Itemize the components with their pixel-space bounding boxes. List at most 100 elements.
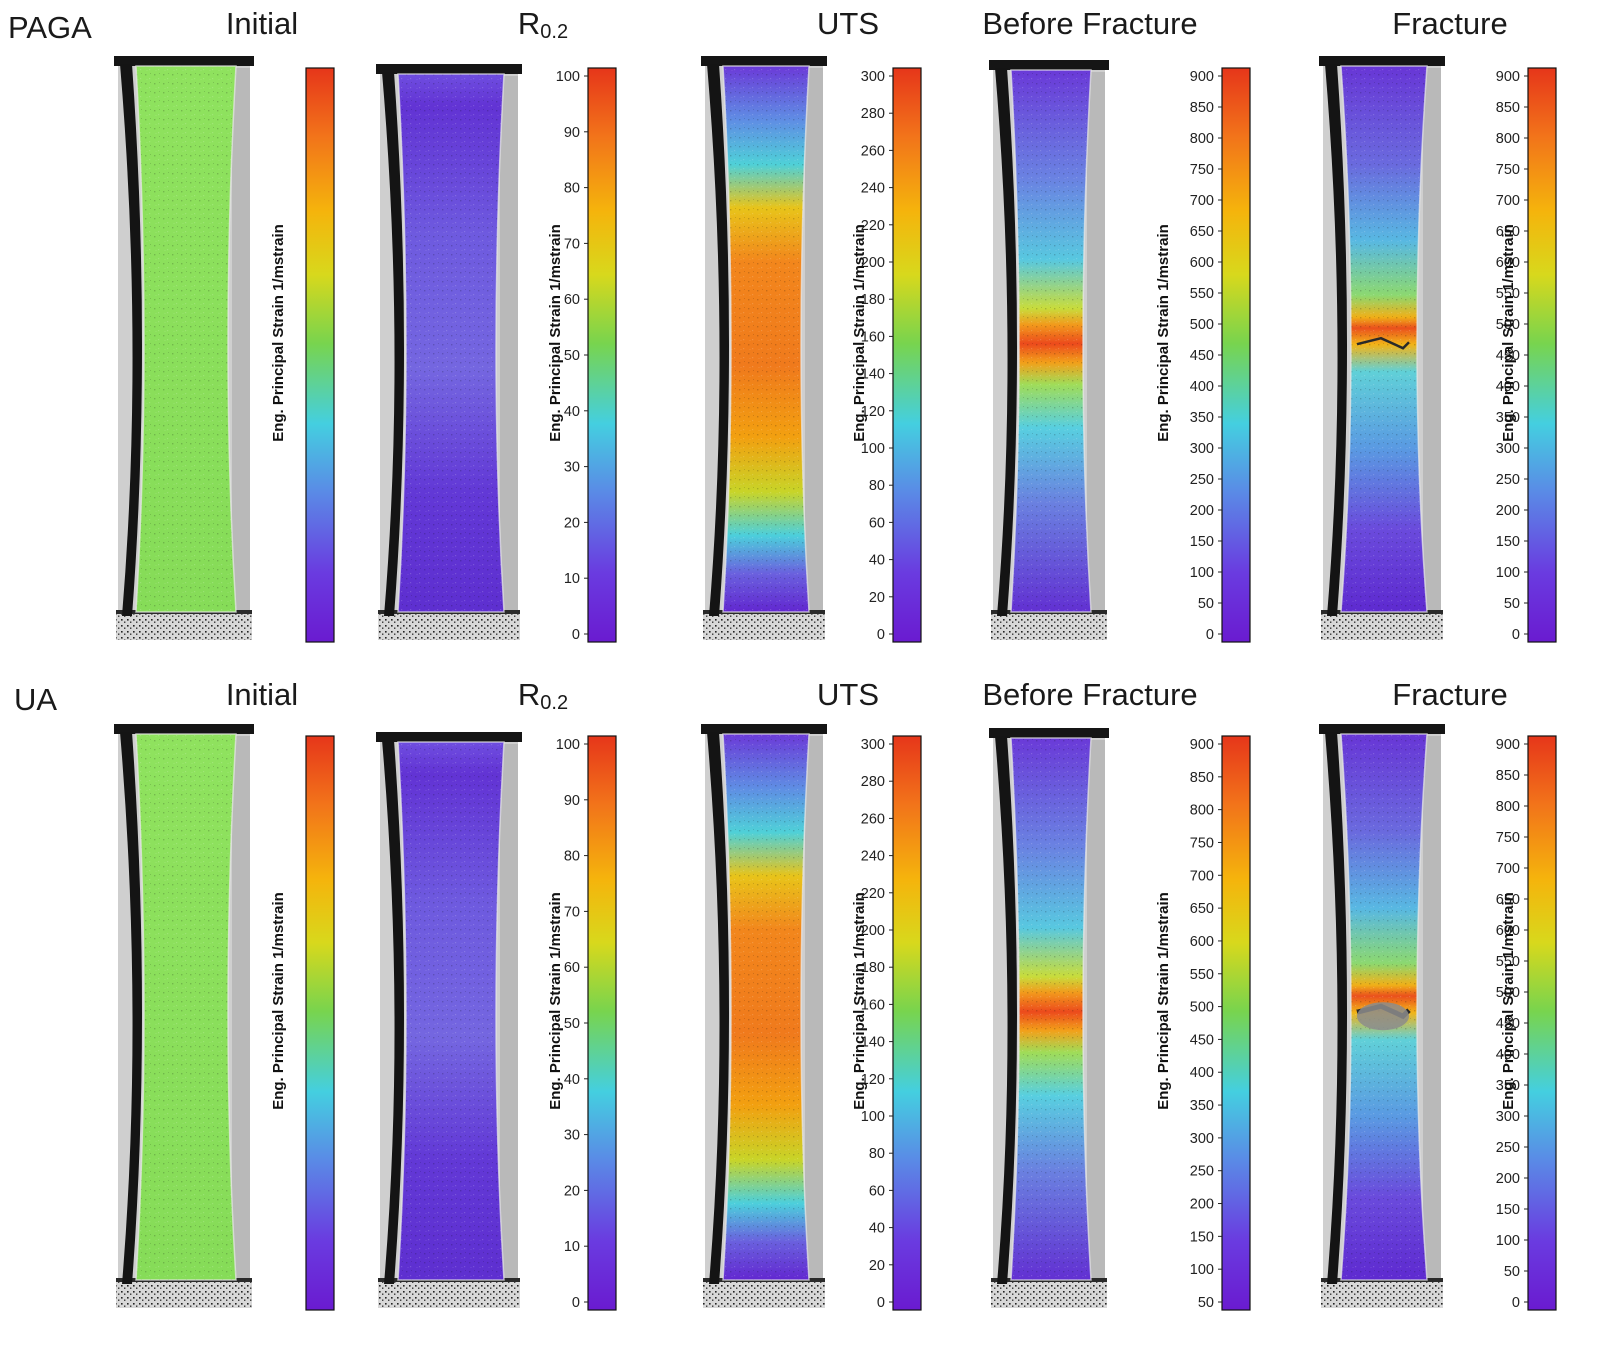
- row-label: PAGA: [8, 10, 92, 45]
- top-grip: [1319, 56, 1445, 66]
- colorbar-tick-label: 20: [564, 1183, 580, 1199]
- colorbar: [1527, 735, 1557, 1311]
- colorbar-tick-label: 30: [564, 1128, 580, 1144]
- colorbar-tick-label: 20: [869, 1258, 885, 1274]
- specimen-backdrop-shade: [805, 68, 823, 632]
- specimen-left-edge: [1325, 732, 1347, 1284]
- colorbar-tick-label: 200: [861, 255, 885, 271]
- specimen-backdrop-shade: [1087, 740, 1105, 1300]
- colorbar-tick-label: 220: [861, 218, 885, 234]
- top-grip: [376, 64, 522, 74]
- colorbar-tick-label: 70: [564, 904, 580, 920]
- specimen-outline: [397, 73, 505, 613]
- colorbar-tick-label: 60: [564, 292, 580, 308]
- colorbar-label: Eng. Principal Strain 1/mstrain: [547, 892, 564, 1110]
- colorbar-tick-label: 400: [1190, 1065, 1214, 1081]
- colorbar: [587, 67, 617, 643]
- panel-title: Initial: [226, 6, 298, 41]
- panel-title: Before Fracture: [982, 6, 1197, 41]
- colorbar-tick-label: 750: [1190, 162, 1214, 178]
- panel-title-main: Initial: [226, 677, 298, 712]
- colorbar-tick-label: 800: [1496, 131, 1520, 147]
- colorbar-label: Eng. Principal Strain 1/mstrain: [270, 892, 287, 1110]
- colorbar-tick-label: 200: [1496, 1171, 1520, 1187]
- colorbar-label: Eng. Principal Strain 1/mstrain: [1155, 224, 1172, 442]
- colorbar-tick-label: 0: [572, 1295, 580, 1311]
- panel-title-main: R: [518, 677, 540, 712]
- bottom-grip: [991, 1278, 1107, 1308]
- colorbar-tick-label: 250: [1496, 1140, 1520, 1156]
- colorbar-tick-label: 600: [1496, 255, 1520, 271]
- colorbar-tick-label: 150: [1190, 1229, 1214, 1245]
- colorbar-tick-label: 400: [1190, 379, 1214, 395]
- colorbar-tick-label: 700: [1190, 193, 1214, 209]
- colorbar-tick-label: 100: [1190, 1262, 1214, 1278]
- colorbar-tick-label: 50: [1198, 596, 1214, 612]
- colorbar-tick-label: 40: [564, 404, 580, 420]
- colorbar-tick-label: 100: [1190, 565, 1214, 581]
- colorbar-tick-label: 180: [861, 292, 885, 308]
- bottom-grip: [116, 610, 252, 640]
- panel-title: Before Fracture: [982, 677, 1197, 712]
- panel-title-main: Fracture: [1392, 6, 1507, 41]
- colorbar-tick-label: 140: [861, 1035, 885, 1051]
- panel-title-main: R: [518, 6, 540, 41]
- top-grip: [701, 56, 827, 66]
- colorbar-tick-label: 650: [1190, 901, 1214, 917]
- colorbar-tick-label: 100: [1496, 1233, 1520, 1249]
- colorbar-tick-label: 900: [1190, 737, 1214, 753]
- colorbar-tick-label: 650: [1496, 224, 1520, 240]
- colorbar-tick-label: 500: [1496, 317, 1520, 333]
- top-grip: [376, 732, 522, 742]
- colorbar-tick-label: 90: [564, 125, 580, 141]
- colorbar-tick-label: 450: [1190, 348, 1214, 364]
- colorbar-tick-label: 10: [564, 571, 580, 587]
- specimen-outline: [135, 65, 237, 613]
- colorbar-tick-label: 400: [1496, 1047, 1520, 1063]
- colorbar-tick-label: 650: [1496, 892, 1520, 908]
- colorbar-tick-label: 10: [564, 1239, 580, 1255]
- top-grip: [989, 728, 1109, 738]
- colorbar-tick-label: 20: [869, 590, 885, 606]
- speckle-pattern: [136, 734, 236, 1280]
- colorbar-tick-label: 160: [861, 329, 885, 345]
- fracture-line: [1356, 336, 1410, 350]
- specimen-left-edge: [382, 740, 404, 1284]
- colorbar-tick-label: 200: [1496, 503, 1520, 519]
- colorbar-tick-label: 240: [861, 181, 885, 197]
- panel-title: UTS: [817, 677, 879, 712]
- colorbar-tick-label: 200: [1190, 503, 1214, 519]
- colorbar-tick-label: 150: [1190, 534, 1214, 550]
- colorbar-tick-label: 120: [861, 1072, 885, 1088]
- panel-0: Initial Eng. Principal Strain 1/mstrain: [114, 6, 335, 643]
- specimen-outline: [135, 733, 237, 1281]
- colorbar-tick-label: 400: [1496, 379, 1520, 395]
- colorbar-tick-label: 180: [861, 960, 885, 976]
- panel-title-main: Initial: [226, 6, 298, 41]
- specimen-left-edge: [1325, 64, 1347, 616]
- colorbar-tick-label: 850: [1496, 100, 1520, 116]
- panel-title-main: Fracture: [1392, 677, 1507, 712]
- specimen-outline: [1340, 733, 1428, 1281]
- specimen-left-edge: [382, 72, 404, 616]
- specimen-outline: [722, 65, 810, 613]
- specimen-left-edge: [120, 732, 142, 1284]
- colorbar-tick-label: 500: [1190, 317, 1214, 333]
- speckle-pattern: [136, 66, 236, 612]
- panel-4: Fracture90085080075070065060055050045040…: [1319, 6, 1557, 643]
- top-grip: [1319, 724, 1445, 734]
- colorbar-tick-label: 100: [861, 441, 885, 457]
- colorbar-tick-label: 750: [1496, 830, 1520, 846]
- colorbar-tick-label: 600: [1190, 255, 1214, 271]
- colorbar-tick-label: 300: [861, 69, 885, 85]
- colorbar-tick-label: 0: [877, 627, 885, 643]
- colorbar-label: Eng. Principal Strain 1/mstrain: [270, 224, 287, 442]
- colorbar-tick-label: 250: [1190, 472, 1214, 488]
- colorbar-label: Eng. Principal Strain 1/mstrain: [851, 892, 868, 1110]
- colorbar: [1527, 67, 1557, 643]
- panel-2: UTS3002802602402202001801601401201008060…: [701, 6, 922, 643]
- colorbar-tick-label: 150: [1496, 1202, 1520, 1218]
- speckle-pattern: [398, 74, 504, 612]
- panel-4: Fracture90085080075070065060055050045040…: [1319, 677, 1557, 1311]
- colorbar-tick-label: 60: [564, 960, 580, 976]
